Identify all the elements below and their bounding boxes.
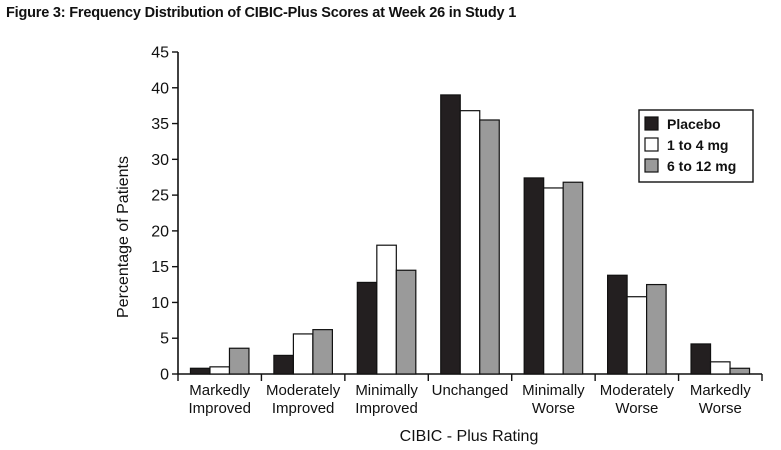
bar-6-to-12-mg	[562, 181, 584, 375]
bar-1-to-4-mg	[459, 110, 481, 375]
bar-placebo	[189, 367, 211, 375]
x-tick-label: Improved	[188, 400, 251, 417]
y-tick-label: 35	[151, 116, 169, 133]
bar-placebo	[690, 343, 712, 375]
x-tick-label: Minimally	[355, 382, 418, 399]
y-tick-label: 25	[151, 188, 169, 205]
x-tick-label: Improved	[272, 400, 335, 417]
legend-label: 6 to 12 mg	[667, 158, 736, 174]
x-tick-label: Worse	[699, 400, 742, 417]
bar-1-to-4-mg	[292, 333, 314, 375]
bar-6-to-12-mg	[312, 329, 333, 375]
bar-6-to-12-mg	[479, 119, 500, 375]
bar-6-to-12-mg	[646, 283, 667, 375]
bars	[189, 94, 751, 375]
x-axis-title: CIBIC - Plus Rating	[400, 428, 539, 445]
x-tick-label: Markedly	[189, 382, 250, 399]
y-tick-label: 10	[151, 295, 169, 312]
x-tick-label: Unchanged	[432, 382, 509, 399]
bar-placebo	[273, 354, 294, 375]
bar-1-to-4-mg	[543, 187, 564, 375]
y-tick-label: 30	[151, 152, 169, 169]
bar-placebo	[607, 274, 628, 375]
x-tick-label: Improved	[355, 400, 418, 417]
chart-title: Figure 3: Frequency Distribution of CIBI…	[6, 5, 517, 21]
x-tick-label: Moderately	[600, 382, 675, 399]
bar-1-to-4-mg	[376, 244, 397, 375]
bar-1-to-4-mg	[626, 296, 648, 375]
x-tick-label: Markedly	[690, 382, 751, 399]
y-tick-label: 15	[151, 259, 169, 276]
y-tick-label: 40	[151, 80, 169, 97]
x-tick-label: Moderately	[266, 382, 341, 399]
bar-placebo	[356, 281, 378, 375]
y-axis-title: Percentage of Patients	[115, 156, 132, 318]
legend-label: 1 to 4 mg	[667, 137, 728, 153]
x-tick-label: Worse	[615, 400, 658, 417]
legend-swatch	[644, 158, 659, 173]
bar-placebo	[440, 94, 461, 375]
bar-6-to-12-mg	[395, 269, 417, 375]
y-tick-label: 5	[160, 331, 169, 348]
bar-placebo	[523, 177, 545, 375]
legend-swatch	[644, 116, 659, 131]
legend-label: Placebo	[667, 116, 721, 132]
y-tick-label: 45	[151, 45, 169, 62]
bar-6-to-12-mg	[228, 347, 250, 375]
y-tick-label: 20	[151, 223, 169, 240]
bar-1-to-4-mg	[209, 366, 231, 375]
x-tick-label: Minimally	[522, 382, 585, 399]
bar-1-to-4-mg	[709, 361, 731, 375]
y-tick-label: 0	[160, 367, 169, 384]
legend-swatch	[644, 137, 659, 152]
x-tick-labels: MarkedlyImprovedModeratelyImprovedMinima…	[188, 382, 751, 417]
legend: Placebo 1 to 4 mg 6 to 12 mg	[638, 109, 754, 183]
bar-6-to-12-mg	[729, 367, 751, 375]
x-tick-label: Worse	[532, 400, 575, 417]
